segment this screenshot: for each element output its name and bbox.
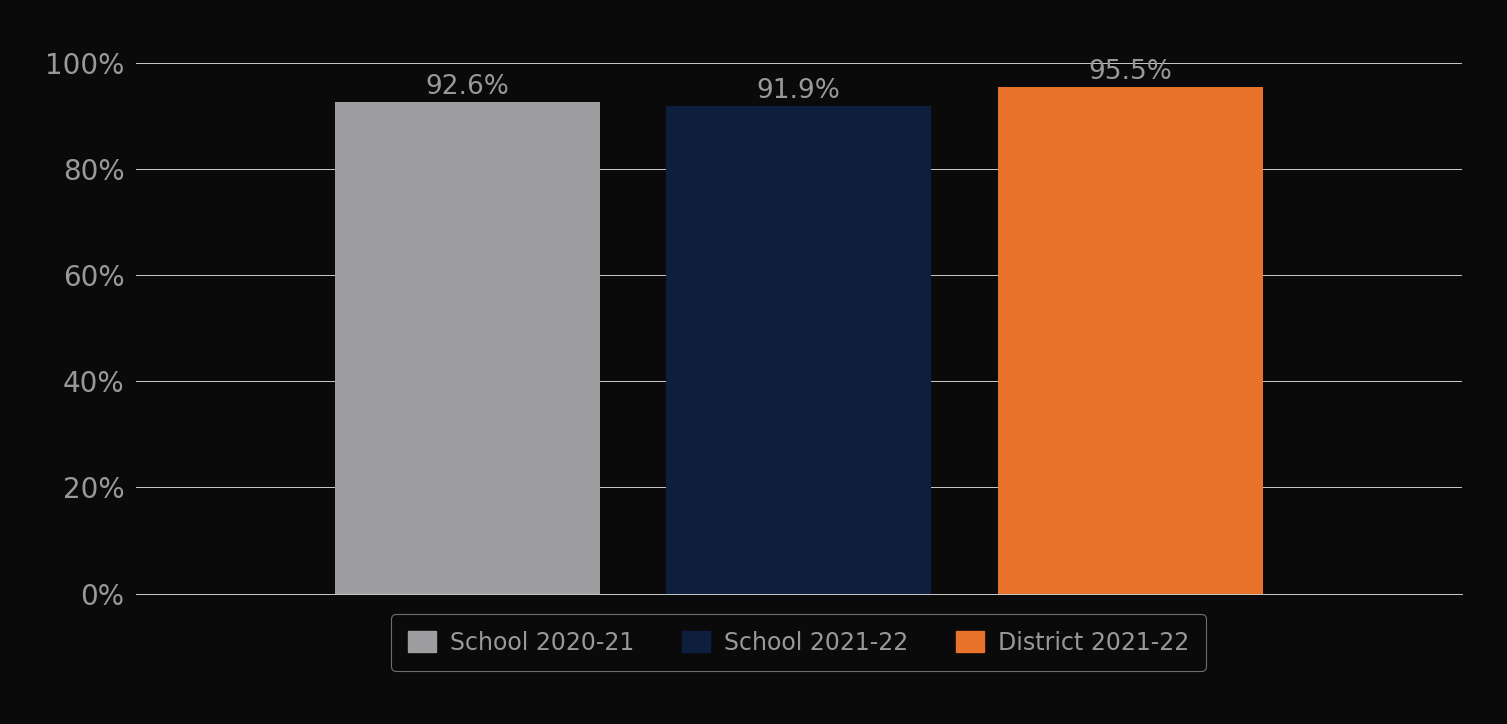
Bar: [666, 106, 931, 594]
Text: 92.6%: 92.6%: [425, 74, 509, 100]
Text: 91.9%: 91.9%: [757, 77, 841, 104]
Bar: [998, 87, 1263, 594]
Text: 95.5%: 95.5%: [1088, 59, 1172, 85]
Legend: School 2020-21, School 2021-22, District 2021-22: School 2020-21, School 2021-22, District…: [392, 614, 1206, 671]
Bar: [335, 102, 600, 594]
